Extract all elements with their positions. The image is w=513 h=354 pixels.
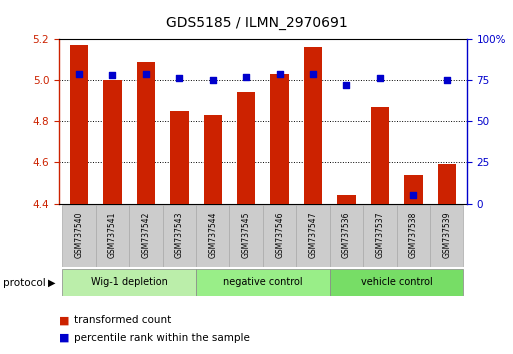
Text: GSM737546: GSM737546	[275, 212, 284, 258]
Text: negative control: negative control	[223, 277, 303, 287]
Bar	[196, 269, 330, 296]
Text: percentile rank within the sample: percentile rank within the sample	[74, 333, 250, 343]
Text: vehicle control: vehicle control	[361, 277, 432, 287]
Bar	[103, 80, 122, 204]
Bar	[438, 165, 456, 204]
Bar	[304, 47, 322, 204]
Text: GSM737545: GSM737545	[242, 212, 251, 258]
Text: GSM737537: GSM737537	[376, 212, 384, 258]
Bar	[404, 175, 423, 204]
Bar	[397, 205, 430, 267]
Bar	[371, 107, 389, 204]
Bar	[204, 115, 222, 204]
Text: ▶: ▶	[48, 278, 55, 288]
Text: GSM737543: GSM737543	[175, 212, 184, 258]
Bar	[63, 269, 196, 296]
Text: GSM737539: GSM737539	[442, 212, 451, 258]
Text: GSM737536: GSM737536	[342, 212, 351, 258]
Point	[242, 74, 250, 80]
Bar	[63, 205, 96, 267]
Text: transformed count: transformed count	[74, 315, 172, 325]
Bar	[170, 111, 189, 204]
Bar	[263, 205, 297, 267]
Point	[175, 76, 184, 81]
Bar	[70, 45, 88, 204]
Point	[275, 71, 284, 76]
Text: ■: ■	[59, 315, 69, 325]
Point	[108, 72, 116, 78]
Text: GSM737540: GSM737540	[74, 212, 84, 258]
Point	[342, 82, 350, 88]
Text: GDS5185 / ILMN_2970691: GDS5185 / ILMN_2970691	[166, 16, 347, 30]
Point	[409, 193, 418, 198]
Bar	[363, 205, 397, 267]
Point	[443, 77, 451, 83]
Bar	[229, 205, 263, 267]
Bar	[237, 92, 255, 204]
Point	[309, 71, 317, 76]
Bar	[270, 74, 289, 204]
Bar	[196, 205, 229, 267]
Text: GSM737541: GSM737541	[108, 212, 117, 258]
Point	[209, 77, 217, 83]
Bar	[137, 62, 155, 204]
Text: GSM737544: GSM737544	[208, 212, 218, 258]
Text: Wig-1 depletion: Wig-1 depletion	[91, 277, 168, 287]
Bar	[297, 205, 330, 267]
Point	[142, 71, 150, 76]
Bar	[430, 205, 463, 267]
Point	[376, 76, 384, 81]
Text: GSM737547: GSM737547	[308, 212, 318, 258]
Point	[75, 71, 83, 76]
Bar	[129, 205, 163, 267]
Bar	[330, 205, 363, 267]
Bar	[163, 205, 196, 267]
Text: ■: ■	[59, 333, 69, 343]
Text: GSM737542: GSM737542	[142, 212, 150, 258]
Text: GSM737538: GSM737538	[409, 212, 418, 258]
Text: protocol: protocol	[3, 278, 45, 288]
Bar	[337, 195, 356, 204]
Bar	[330, 269, 463, 296]
Bar	[96, 205, 129, 267]
